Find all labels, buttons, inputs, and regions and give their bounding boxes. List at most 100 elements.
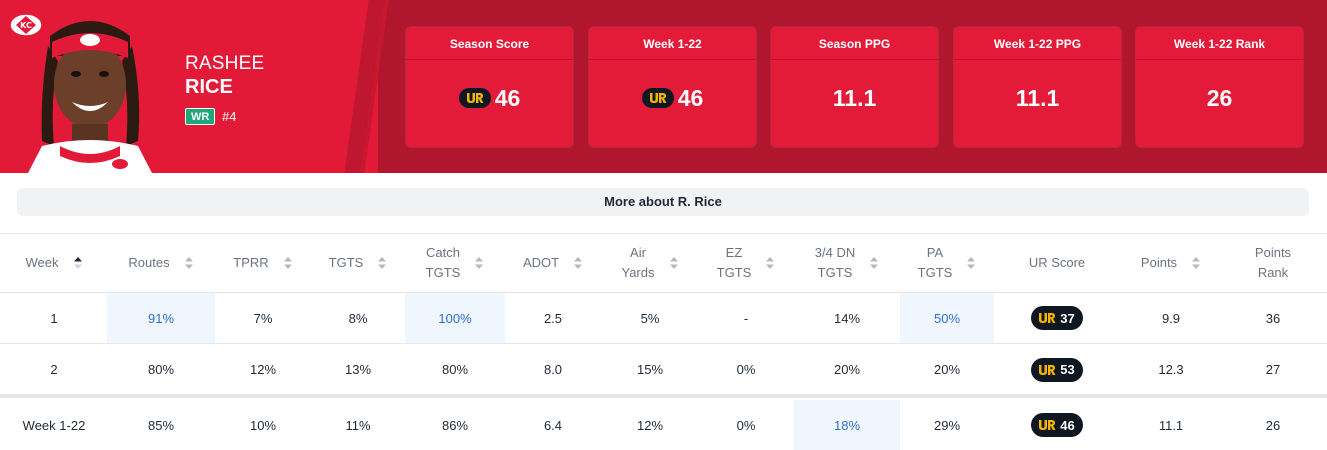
stat-card-week-1-22: Week 1-22 46 (589, 27, 756, 147)
table-cell-adot: 6.4 (543, 417, 563, 433)
column-header-label: Air Yards (621, 245, 655, 280)
team-logo-icon: KC (9, 13, 43, 37)
table-cell-tprr: 10% (249, 417, 277, 433)
table-cell-pa: 29% (933, 417, 961, 433)
stat-card-label: Season PPG (818, 37, 891, 51)
table-cell-adot: 8.0 (543, 362, 563, 377)
stat-card-label: Week 1-22 PPG (993, 37, 1082, 51)
table-cell-pa: 50% (900, 293, 994, 343)
player-header: KC RASHEE RICE WR #4 Season Score 46 Week … (0, 0, 1327, 173)
more-about-player-button[interactable]: More about R. Rice (17, 188, 1309, 216)
ur-logo-icon (1039, 420, 1056, 430)
column-header-tprr[interactable]: TPRR (215, 234, 311, 292)
column-header-label: Catch TGTS (425, 245, 461, 280)
sort-icon[interactable] (283, 256, 293, 270)
player-first-name: RASHEE (185, 53, 265, 74)
sort-icon[interactable] (765, 256, 775, 270)
table-cell-points: 26 (1265, 417, 1281, 433)
table-cell-catch: 100% (405, 293, 505, 343)
sort-icon[interactable] (669, 256, 679, 270)
table-cell-air: 5% (640, 310, 660, 326)
stat-card-number: 11.1 (1015, 84, 1060, 111)
position-badge: WR (185, 108, 216, 125)
column-header-label: 3/4 DN TGTS (814, 245, 856, 280)
ur-score-value: 46 (1060, 417, 1075, 433)
column-header-catch-tgts[interactable]: Catch TGTS (405, 234, 505, 292)
column-header-routes[interactable]: Routes (107, 234, 215, 292)
table-cell-3-4-dn: 14% (833, 310, 861, 326)
stat-card-value: 11.1 (954, 83, 1121, 113)
row-separator (0, 394, 1327, 398)
column-header-ez-tgts[interactable]: EZ TGTS (698, 234, 794, 292)
table-cell-points: 9.9 (1161, 310, 1181, 326)
column-header-3-4-dn-tgts[interactable]: 3/4 DN TGTS (794, 234, 900, 292)
stat-card-value: 46 (589, 83, 756, 113)
table-cell-adot: 2.5 (543, 310, 563, 326)
table-cell-routes: 80% (147, 362, 175, 377)
table-cell-ur-score: 37 (997, 293, 1117, 343)
stat-card-divider (589, 59, 756, 60)
column-header-air-yards[interactable]: Air Yards (602, 234, 698, 292)
column-header-adot[interactable]: ADOT (505, 234, 601, 292)
stat-card-divider (771, 59, 938, 60)
ur-logo-icon (466, 93, 484, 103)
column-header-label: TPRR (233, 255, 269, 270)
column-header-week[interactable]: Week (0, 234, 108, 292)
ur-badge (641, 88, 674, 108)
ur-score-value: 53 (1060, 362, 1075, 377)
column-header-label: Routes (128, 255, 170, 270)
ur-score-badge: 46 (1031, 413, 1083, 437)
player-headshot (28, 21, 152, 173)
column-header-points-rank[interactable]: Points Rank (1223, 234, 1323, 292)
table-cell-air: 12% (636, 417, 664, 433)
column-header-points[interactable]: Points (1121, 234, 1221, 292)
sort-icon[interactable] (966, 256, 976, 270)
sort-icon[interactable] (184, 256, 194, 270)
column-header-ur-score[interactable]: UR Score (997, 234, 1117, 292)
table-cell-ez: - (743, 310, 749, 326)
column-header-label: ADOT (522, 255, 560, 270)
stat-card-label: Season Score (449, 37, 530, 51)
table-cell-catch: 80% (441, 362, 469, 377)
table-cell-3-4-dn: 20% (833, 362, 861, 377)
table-cell-week: Week 1-22 (22, 417, 86, 433)
ur-logo-icon (649, 93, 667, 103)
sort-icon[interactable] (573, 256, 583, 270)
table-cell-tprr: 7% (253, 310, 273, 326)
column-header-tgts[interactable]: TGTS (311, 234, 405, 292)
table-cell-routes: 85% (147, 417, 175, 433)
sort-icon[interactable] (869, 256, 879, 270)
ur-score-badge: 37 (1031, 306, 1083, 330)
stat-card-value: 11.1 (771, 83, 938, 113)
stat-card-number: 46 (494, 84, 521, 111)
stat-card-number: 46 (677, 84, 704, 111)
jersey-number: #4 (222, 109, 237, 124)
table-cell-tgts: 8% (348, 310, 368, 326)
table-cell-points: 27 (1265, 362, 1281, 377)
ur-score-badge: 53 (1031, 357, 1083, 382)
table-cell-ez: 0% (736, 362, 756, 377)
table-cell-pa: 20% (933, 362, 961, 377)
sort-icon[interactable] (377, 256, 387, 270)
stat-card-season-ppg: Season PPG 11.1 (771, 27, 938, 147)
player-last-name: RICE (185, 76, 233, 98)
stat-card-divider (1136, 59, 1303, 60)
sort-icon[interactable] (474, 256, 484, 270)
ur-score-value: 37 (1060, 310, 1075, 326)
column-header-label: Week (25, 255, 59, 270)
sort-icon[interactable] (73, 256, 83, 270)
row-separator (0, 343, 1327, 344)
column-header-pa-tgts[interactable]: PA TGTS (900, 234, 994, 292)
table-top-border (0, 233, 1327, 234)
column-header-label: EZ TGTS (716, 245, 752, 280)
row-separator (0, 292, 1327, 293)
stat-card-divider (954, 59, 1121, 60)
table-cell-catch: 86% (441, 417, 469, 433)
ur-badge (458, 88, 491, 108)
table-cell-air: 15% (636, 362, 664, 377)
stat-card-label: Week 1-22 (643, 37, 702, 51)
stat-card-label: Week 1-22 Rank (1173, 37, 1266, 51)
stat-card-value: 46 (406, 83, 573, 113)
table-cell-points: 11.1 (1158, 417, 1184, 433)
sort-icon[interactable] (1191, 256, 1201, 270)
